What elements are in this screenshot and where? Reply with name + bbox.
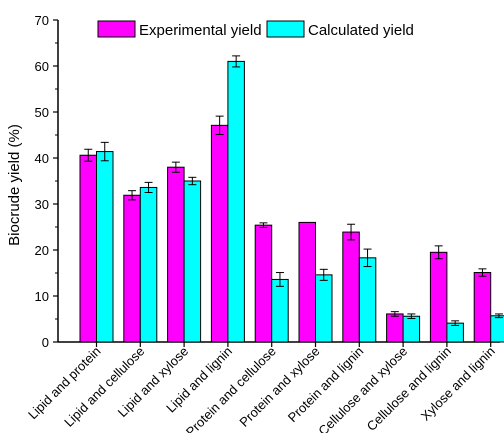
y-tick-label: 50 <box>35 105 49 120</box>
bar <box>315 274 333 343</box>
bar <box>183 180 202 343</box>
bars-layer <box>79 55 504 343</box>
legend-label: Calculated yield <box>308 22 414 39</box>
bar <box>139 186 158 343</box>
bar <box>79 154 97 343</box>
bar <box>254 224 273 343</box>
bar <box>490 315 504 343</box>
y-tick-label: 30 <box>35 197 49 212</box>
y-tick-label: 10 <box>35 289 49 304</box>
y-tick-label: 20 <box>35 243 49 258</box>
legend-label: Experimental yield <box>139 22 262 39</box>
bar <box>298 221 316 343</box>
y-tick-label: 0 <box>42 335 49 350</box>
legend-swatch <box>97 20 136 38</box>
bar <box>473 272 492 343</box>
bar <box>446 322 464 343</box>
x-tick-label: Lipid and cellulose <box>61 344 147 430</box>
legend: Experimental yield Calculated yield <box>97 20 414 39</box>
x-tick-label: Lipid and protein <box>25 344 104 423</box>
legend-swatch <box>266 20 305 38</box>
bar <box>167 166 185 343</box>
bar <box>386 313 404 343</box>
x-tick-label: Protein and lignin <box>285 344 367 426</box>
x-tick-label: Cellulose and lignin <box>364 344 454 433</box>
y-tick-label: 70 <box>35 13 49 28</box>
bar <box>358 257 377 343</box>
bar <box>271 278 289 343</box>
x-tick-label: Protein and xylose <box>236 344 322 430</box>
bar <box>402 315 421 343</box>
y-tick-label: 60 <box>35 59 49 74</box>
bar <box>227 60 245 343</box>
y-tick-label: 40 <box>35 151 49 166</box>
bar <box>342 231 360 343</box>
bar <box>210 124 229 343</box>
y-axis-title: Biocrude yield (%) <box>6 124 23 246</box>
bar <box>429 251 448 343</box>
bar <box>96 151 114 343</box>
bar <box>123 194 141 343</box>
x-tick-label: Xylose and lignin <box>418 344 498 424</box>
